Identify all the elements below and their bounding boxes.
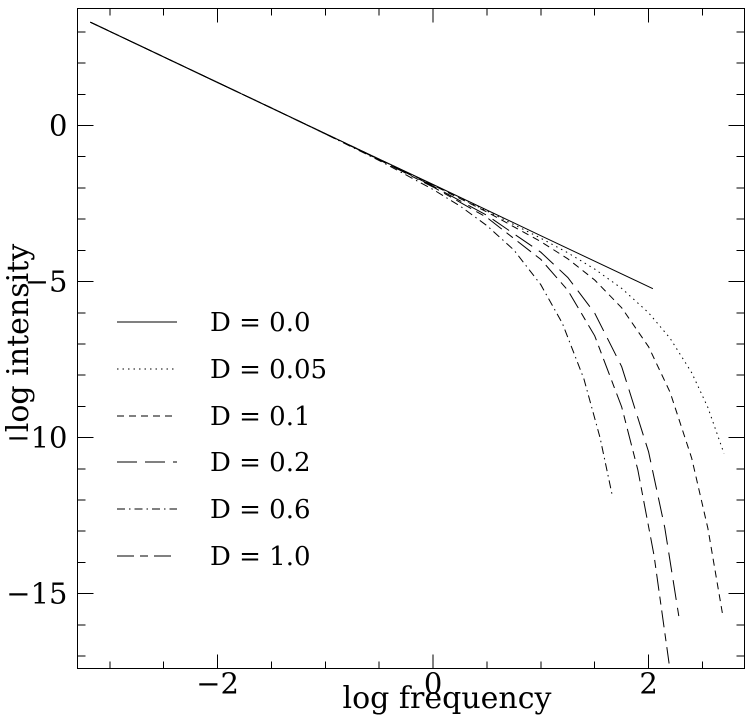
y-tick-label: −15 — [6, 577, 67, 611]
y-tick-label: 0 — [49, 109, 67, 143]
curve-d=0.2 — [90, 21, 680, 617]
legend-label: D = 0.1 — [210, 402, 311, 432]
x-tick-label: 0 — [424, 667, 442, 701]
x-tick-label: −2 — [196, 667, 239, 701]
y-axis-title: log intensity — [1, 244, 36, 432]
x-tick-label: 2 — [639, 667, 657, 701]
curve-d=0.6 — [90, 21, 614, 498]
legend-label: D = 1.0 — [210, 542, 311, 572]
plot-frame — [77, 8, 745, 669]
curve-d=1.0 — [90, 21, 670, 664]
curve-d=0.1 — [90, 21, 723, 614]
legend-label: D = 0.0 — [210, 308, 311, 338]
y-tick-label: −10 — [6, 421, 67, 455]
curve-d=0.05 — [90, 21, 725, 454]
x-axis-title: log frequency — [343, 681, 552, 716]
y-tick-label: −5 — [25, 265, 68, 299]
legend-label: D = 0.2 — [210, 448, 311, 478]
legend-label: D = 0.05 — [210, 355, 327, 385]
legend-label: D = 0.6 — [210, 495, 311, 525]
